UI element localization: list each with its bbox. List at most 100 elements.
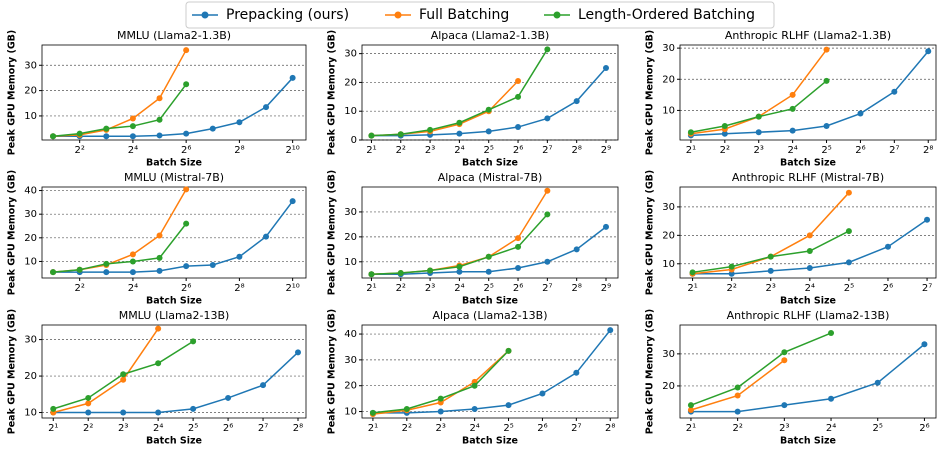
- y-tick-label: 20: [662, 381, 675, 392]
- data-point: [85, 400, 92, 407]
- y-tick-label: 10: [24, 256, 37, 267]
- data-point: [515, 77, 522, 84]
- series-line: [53, 351, 299, 414]
- data-point: [76, 266, 83, 273]
- y-tick-label: 30: [344, 207, 357, 218]
- series-line: [690, 343, 925, 413]
- x-tick-label: 2¹: [686, 423, 696, 434]
- data-point: [156, 132, 163, 139]
- y-tick-label: 10: [344, 407, 357, 418]
- data-point: [728, 263, 735, 270]
- plot-frame: [679, 324, 937, 419]
- x-tick-label: 2³: [425, 283, 435, 294]
- data-point: [687, 402, 694, 409]
- data-point: [129, 269, 136, 276]
- x-tick-label: 2⁸: [571, 145, 581, 156]
- data-point: [156, 232, 163, 239]
- y-tick-label: 40: [24, 186, 37, 197]
- data-point: [539, 390, 546, 397]
- data-point: [845, 259, 852, 266]
- x-axis-label: Batch Size: [462, 158, 518, 169]
- data-point: [156, 116, 163, 123]
- data-point: [828, 395, 835, 402]
- subplot-title: Anthropic RLHF (Llama2-13B): [727, 309, 890, 322]
- plot-frame: [41, 44, 307, 141]
- y-tick-label: 30: [24, 60, 37, 71]
- data-point: [50, 269, 57, 276]
- data-point: [789, 91, 796, 98]
- y-axis-label: Peak GPU Memory (GB): [645, 309, 656, 434]
- data-point: [689, 269, 696, 276]
- x-tick-label: 2¹: [366, 283, 376, 294]
- data-point: [183, 130, 190, 137]
- data-point: [183, 81, 190, 88]
- series-line: [52, 188, 187, 273]
- subplot-title: Alpaca (Llama2-1.3B): [431, 29, 550, 42]
- x-tick-label: 2⁷: [922, 283, 932, 294]
- data-point: [734, 392, 741, 399]
- data-point: [755, 113, 762, 120]
- plot-frame: [41, 324, 307, 419]
- plot-frame: [41, 186, 307, 279]
- subplot-title: Alpaca (Mistral-7B): [438, 171, 543, 184]
- data-point: [368, 132, 375, 139]
- x-tick-label: 2⁸: [234, 283, 244, 294]
- data-point: [823, 122, 830, 129]
- data-point: [294, 349, 301, 356]
- x-tick-label: 2⁵: [873, 423, 883, 434]
- data-point: [103, 260, 110, 267]
- x-tick-label: 2⁷: [571, 423, 581, 434]
- data-point: [485, 268, 492, 275]
- series-line: [53, 49, 187, 137]
- x-tick-label: 2⁸: [234, 145, 244, 156]
- x-tick-label: 2⁵: [484, 145, 494, 156]
- data-point: [884, 243, 891, 250]
- y-tick-label: 20: [344, 381, 357, 392]
- y-tick-label: 30: [344, 355, 357, 366]
- data-point: [50, 133, 57, 140]
- x-tick-label: 2⁶: [181, 283, 191, 294]
- legend-box: [185, 1, 775, 29]
- y-tick-label: 20: [344, 77, 357, 88]
- x-tick-label: 2³: [425, 145, 435, 156]
- data-point: [263, 104, 270, 111]
- series-line: [692, 192, 850, 275]
- x-tick-label: 2³: [779, 423, 789, 434]
- data-point: [874, 379, 881, 386]
- legend-marker: [394, 11, 402, 19]
- x-tick-label: 2⁷: [542, 283, 552, 294]
- x-tick-label: 2⁶: [181, 145, 191, 156]
- legend-label: Full Batching: [419, 7, 509, 23]
- x-tick-label: 2⁵: [821, 145, 831, 156]
- y-tick-label: 20: [344, 232, 357, 243]
- subplot-title: MMLU (Llama2-1.3B): [117, 29, 231, 42]
- y-axis-label: Peak GPU Memory (GB): [645, 30, 656, 155]
- data-point: [734, 384, 741, 391]
- y-tick-label: 10: [24, 111, 37, 122]
- data-point: [403, 405, 410, 412]
- data-point: [823, 77, 830, 84]
- y-axis-label: Peak GPU Memory (GB): [327, 170, 338, 295]
- x-tick-label: 2³: [436, 423, 446, 434]
- x-tick-label: 2⁷: [542, 145, 552, 156]
- y-axis-label: Peak GPU Memory (GB): [7, 30, 18, 155]
- data-point: [789, 127, 796, 134]
- data-point: [471, 405, 478, 412]
- x-tick-label: 2²: [83, 423, 93, 434]
- x-tick-label: 2⁶: [513, 145, 523, 156]
- data-point: [456, 130, 463, 137]
- subplot-title: MMLU (Llama2-13B): [119, 309, 230, 322]
- y-tick-label: 30: [662, 43, 675, 54]
- data-point: [120, 409, 127, 416]
- data-point: [806, 247, 813, 254]
- data-point: [456, 119, 463, 126]
- subplot-title: Anthropic RLHF (Mistral-7B): [732, 171, 884, 184]
- x-tick-label: 2⁵: [188, 423, 198, 434]
- data-point: [236, 253, 243, 260]
- x-tick-label: 2⁹: [601, 283, 611, 294]
- data-point: [427, 126, 434, 133]
- x-tick-label: 2⁶: [883, 283, 893, 294]
- x-tick-label: 2¹⁰: [285, 145, 299, 156]
- x-tick-label: 2²: [396, 145, 406, 156]
- x-tick-label: 2¹: [686, 145, 696, 156]
